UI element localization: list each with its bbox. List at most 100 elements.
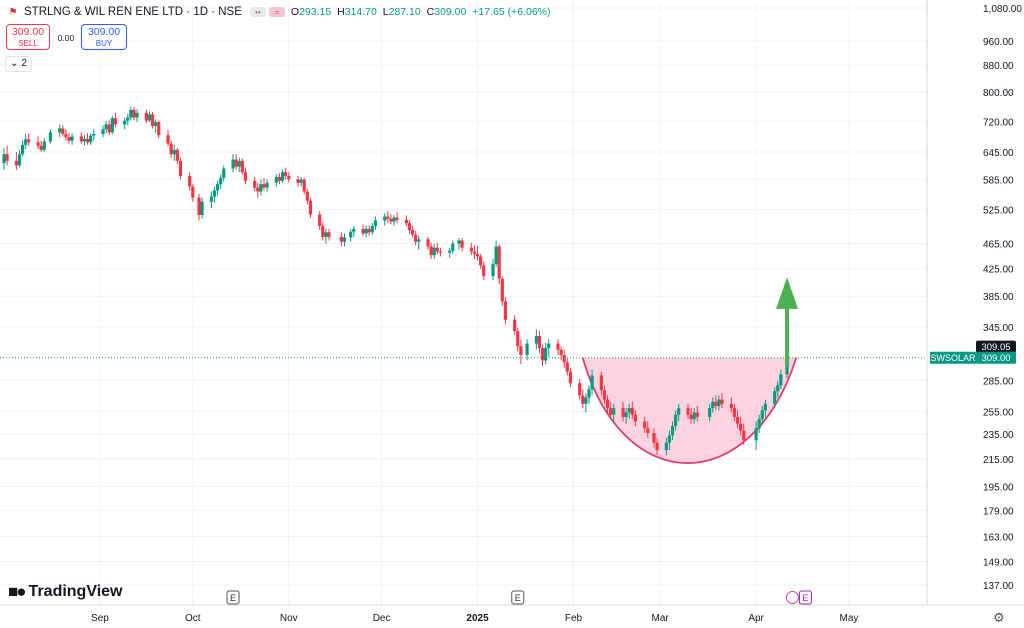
candle-body [568, 371, 572, 384]
ticker-tag[interactable] [930, 351, 976, 364]
candle-body [253, 180, 257, 188]
x-tick-label: 2025 [466, 613, 489, 624]
last-price-text: 309.00 [981, 353, 1010, 364]
candle-body [200, 201, 204, 215]
y-tick-label: 149.00 [983, 558, 1014, 569]
tradingview-logo[interactable]: ■● TradingView [8, 582, 123, 602]
candle-body [776, 385, 780, 392]
candle-body [714, 401, 718, 406]
candle-body [361, 228, 365, 234]
candle-body [212, 190, 217, 197]
candle-body [414, 234, 418, 242]
earnings-marker[interactable] [798, 590, 812, 605]
ohlc-high-key: H [337, 6, 345, 18]
y-tick-label: 215.00 [983, 455, 1014, 466]
candle-body [664, 442, 668, 451]
candle-body [58, 128, 62, 133]
y-tick-label: 425.00 [983, 265, 1014, 276]
symbol-title[interactable]: STRLNG & WIL REN ENE LTD · 1D · NSE [24, 6, 242, 18]
candle-body [36, 142, 40, 146]
candle-body [113, 118, 118, 125]
tradingview-mark-icon: ■● [8, 582, 26, 601]
candle-body [565, 362, 569, 372]
candle-body [327, 232, 331, 237]
y-tick-label: 880.00 [983, 61, 1014, 72]
candle-body [584, 397, 588, 404]
y-tick-label: 800.00 [983, 88, 1014, 99]
candle-body [262, 184, 266, 188]
candle-body [209, 196, 213, 202]
indicators-toggle[interactable]: ⌄ 2 [5, 56, 32, 72]
earnings-marker[interactable] [226, 590, 240, 605]
last-price-tag[interactable] [976, 351, 1016, 364]
crosshair-price-tag[interactable] [976, 340, 1016, 353]
candle-body [407, 223, 412, 230]
ohlc-low-value: 287.10 [388, 6, 421, 18]
candle-body [516, 330, 520, 347]
x-tick-label: Nov [280, 613, 298, 624]
price-axis[interactable]: 1,080.00 960.00 880.00 800.00 720.00 645.00 58… [926, 0, 1022, 605]
candle-body [475, 253, 480, 257]
candle-body [392, 217, 396, 222]
candle-body [166, 135, 170, 144]
candle-body [237, 160, 241, 167]
candle-body [547, 343, 551, 348]
candle-body [652, 433, 656, 443]
y-tick-label: 1,080.00 [983, 4, 1022, 15]
y-tick-label: 720.00 [983, 117, 1014, 128]
y-tick-label: 255.00 [983, 407, 1014, 418]
candle-body [318, 214, 322, 227]
candle-body [39, 145, 43, 150]
candle-body [599, 375, 603, 391]
cup-pattern-curve [581, 357, 798, 464]
visibility-icon[interactable]: •• [249, 7, 266, 17]
candle-body [305, 191, 309, 201]
y-tick-label: 137.00 [983, 581, 1014, 592]
candle-body [104, 124, 108, 130]
buy-button[interactable]: 309.00 BUY [81, 24, 127, 50]
ohlc-low-key: L [382, 6, 389, 18]
candle-body [429, 246, 433, 256]
candle-body [175, 149, 179, 161]
candles [2, 106, 789, 456]
candle-body [469, 247, 473, 252]
candle-body [191, 186, 195, 198]
ohlc-open-key: O [290, 6, 300, 18]
candle-body [215, 184, 220, 191]
candle-body [472, 251, 477, 254]
candle-body [67, 137, 71, 141]
candle-body [299, 179, 303, 183]
candle-body [386, 216, 390, 219]
candle-body [692, 412, 696, 420]
candle-body [265, 182, 269, 188]
candle-body [612, 408, 616, 415]
candle-body [717, 399, 721, 406]
candle-body [627, 408, 631, 413]
time-axis[interactable]: Sep Oct Nov Dec 2025 Feb Mar Apr May E E E [0, 590, 1024, 624]
dividend-marker-icon[interactable] [785, 591, 799, 604]
y-tick-label: 195.00 [983, 482, 1014, 493]
candle-body [222, 168, 226, 178]
candle-body [624, 412, 628, 417]
candle-body [435, 247, 439, 252]
earnings-marker[interactable] [511, 590, 525, 605]
y-tick-label: 345.00 [983, 323, 1014, 334]
sell-button[interactable]: 309.00 SELL [6, 24, 50, 50]
candle-body [451, 243, 455, 251]
events-icon[interactable]: ≈ [268, 7, 285, 17]
candle-body [284, 172, 288, 177]
candle-body [92, 134, 96, 136]
candle-body [85, 138, 90, 143]
candle-body [609, 408, 613, 415]
candle-body [132, 109, 136, 118]
candle-body [544, 347, 548, 361]
candle-body [240, 160, 244, 173]
candle-body [670, 426, 675, 436]
gear-icon[interactable]: ⚙ [993, 610, 1005, 625]
candle-body [107, 124, 111, 133]
candle-body [274, 176, 278, 183]
candle-body [178, 160, 183, 177]
candle-body [321, 226, 325, 237]
flag-icon[interactable]: ⚑ [8, 6, 18, 18]
